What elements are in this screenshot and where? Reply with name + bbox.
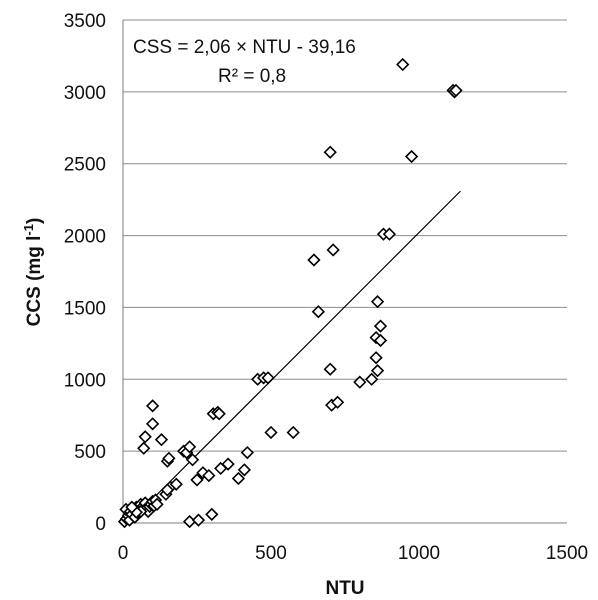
data-point — [162, 451, 176, 465]
gridlines — [123, 19, 567, 452]
trendline — [128, 190, 461, 524]
data-point — [311, 305, 325, 319]
data-point — [160, 483, 175, 497]
data-point — [373, 333, 388, 348]
data-point — [182, 440, 197, 454]
x-tick-label: 500 — [255, 543, 287, 564]
r-squared-annotation: R² = 0,8 — [218, 66, 286, 87]
data-point — [231, 471, 246, 486]
data-point — [205, 507, 219, 522]
data-point — [373, 319, 388, 333]
data-point — [240, 445, 254, 460]
data-point — [221, 457, 235, 471]
data-point — [190, 473, 204, 487]
x-tick-label: 1000 — [398, 543, 440, 564]
data-point — [365, 372, 379, 386]
data-point — [404, 149, 419, 164]
y-tick-label: 3000 — [64, 83, 106, 104]
y-tick-label: 0 — [95, 514, 106, 535]
data-point — [261, 371, 275, 385]
data-point — [369, 351, 383, 365]
x-axis-title: NTU — [325, 578, 364, 599]
data-point — [138, 430, 152, 444]
data-point — [323, 362, 337, 376]
data-point — [212, 407, 226, 421]
y-axis-title: CCS (mg l-1) — [21, 218, 45, 327]
y-tick-label: 2000 — [64, 227, 106, 248]
data-point — [326, 243, 340, 257]
data-point — [169, 477, 183, 491]
y-axis-title-main: CCS (mg l — [24, 236, 45, 327]
data-point — [307, 253, 321, 267]
data-point — [154, 433, 169, 447]
data-point — [125, 500, 139, 514]
data-point — [145, 417, 160, 431]
data-point — [370, 295, 385, 309]
data-point — [137, 441, 151, 455]
data-point — [382, 227, 397, 241]
data-point — [323, 145, 337, 159]
data-point — [150, 497, 164, 511]
x-tick-labels: 0 500 1000 1500 — [118, 543, 588, 564]
y-tick-label: 3500 — [64, 11, 106, 32]
data-point — [353, 375, 367, 389]
data-point — [191, 513, 206, 527]
y-tick-label: 1500 — [64, 298, 106, 319]
x-tick-label: 0 — [118, 543, 129, 564]
data-point — [202, 468, 216, 483]
data-point — [330, 395, 345, 409]
data-point — [237, 463, 251, 477]
y-axis-title-close: ) — [24, 218, 45, 224]
data-point — [264, 425, 278, 440]
y-tick-label: 1000 — [64, 370, 106, 391]
data-point — [145, 399, 160, 413]
y-axis-title-superscript: -1 — [21, 224, 36, 236]
trendline-group — [128, 190, 461, 524]
y-tick-label: 2500 — [64, 155, 106, 176]
data-points — [117, 57, 463, 529]
data-point — [286, 425, 300, 440]
y-tick-label: 500 — [74, 442, 106, 463]
data-point — [185, 453, 200, 467]
x-tick-label: 1500 — [546, 543, 588, 564]
equation-annotation: CSS = 2,06 × NTU - 39,16 — [133, 37, 356, 58]
data-point — [370, 364, 385, 378]
data-point — [396, 57, 410, 72]
data-point — [449, 83, 463, 98]
y-tick-labels: 0 500 1000 1500 2000 2500 3000 3500 — [64, 11, 106, 535]
